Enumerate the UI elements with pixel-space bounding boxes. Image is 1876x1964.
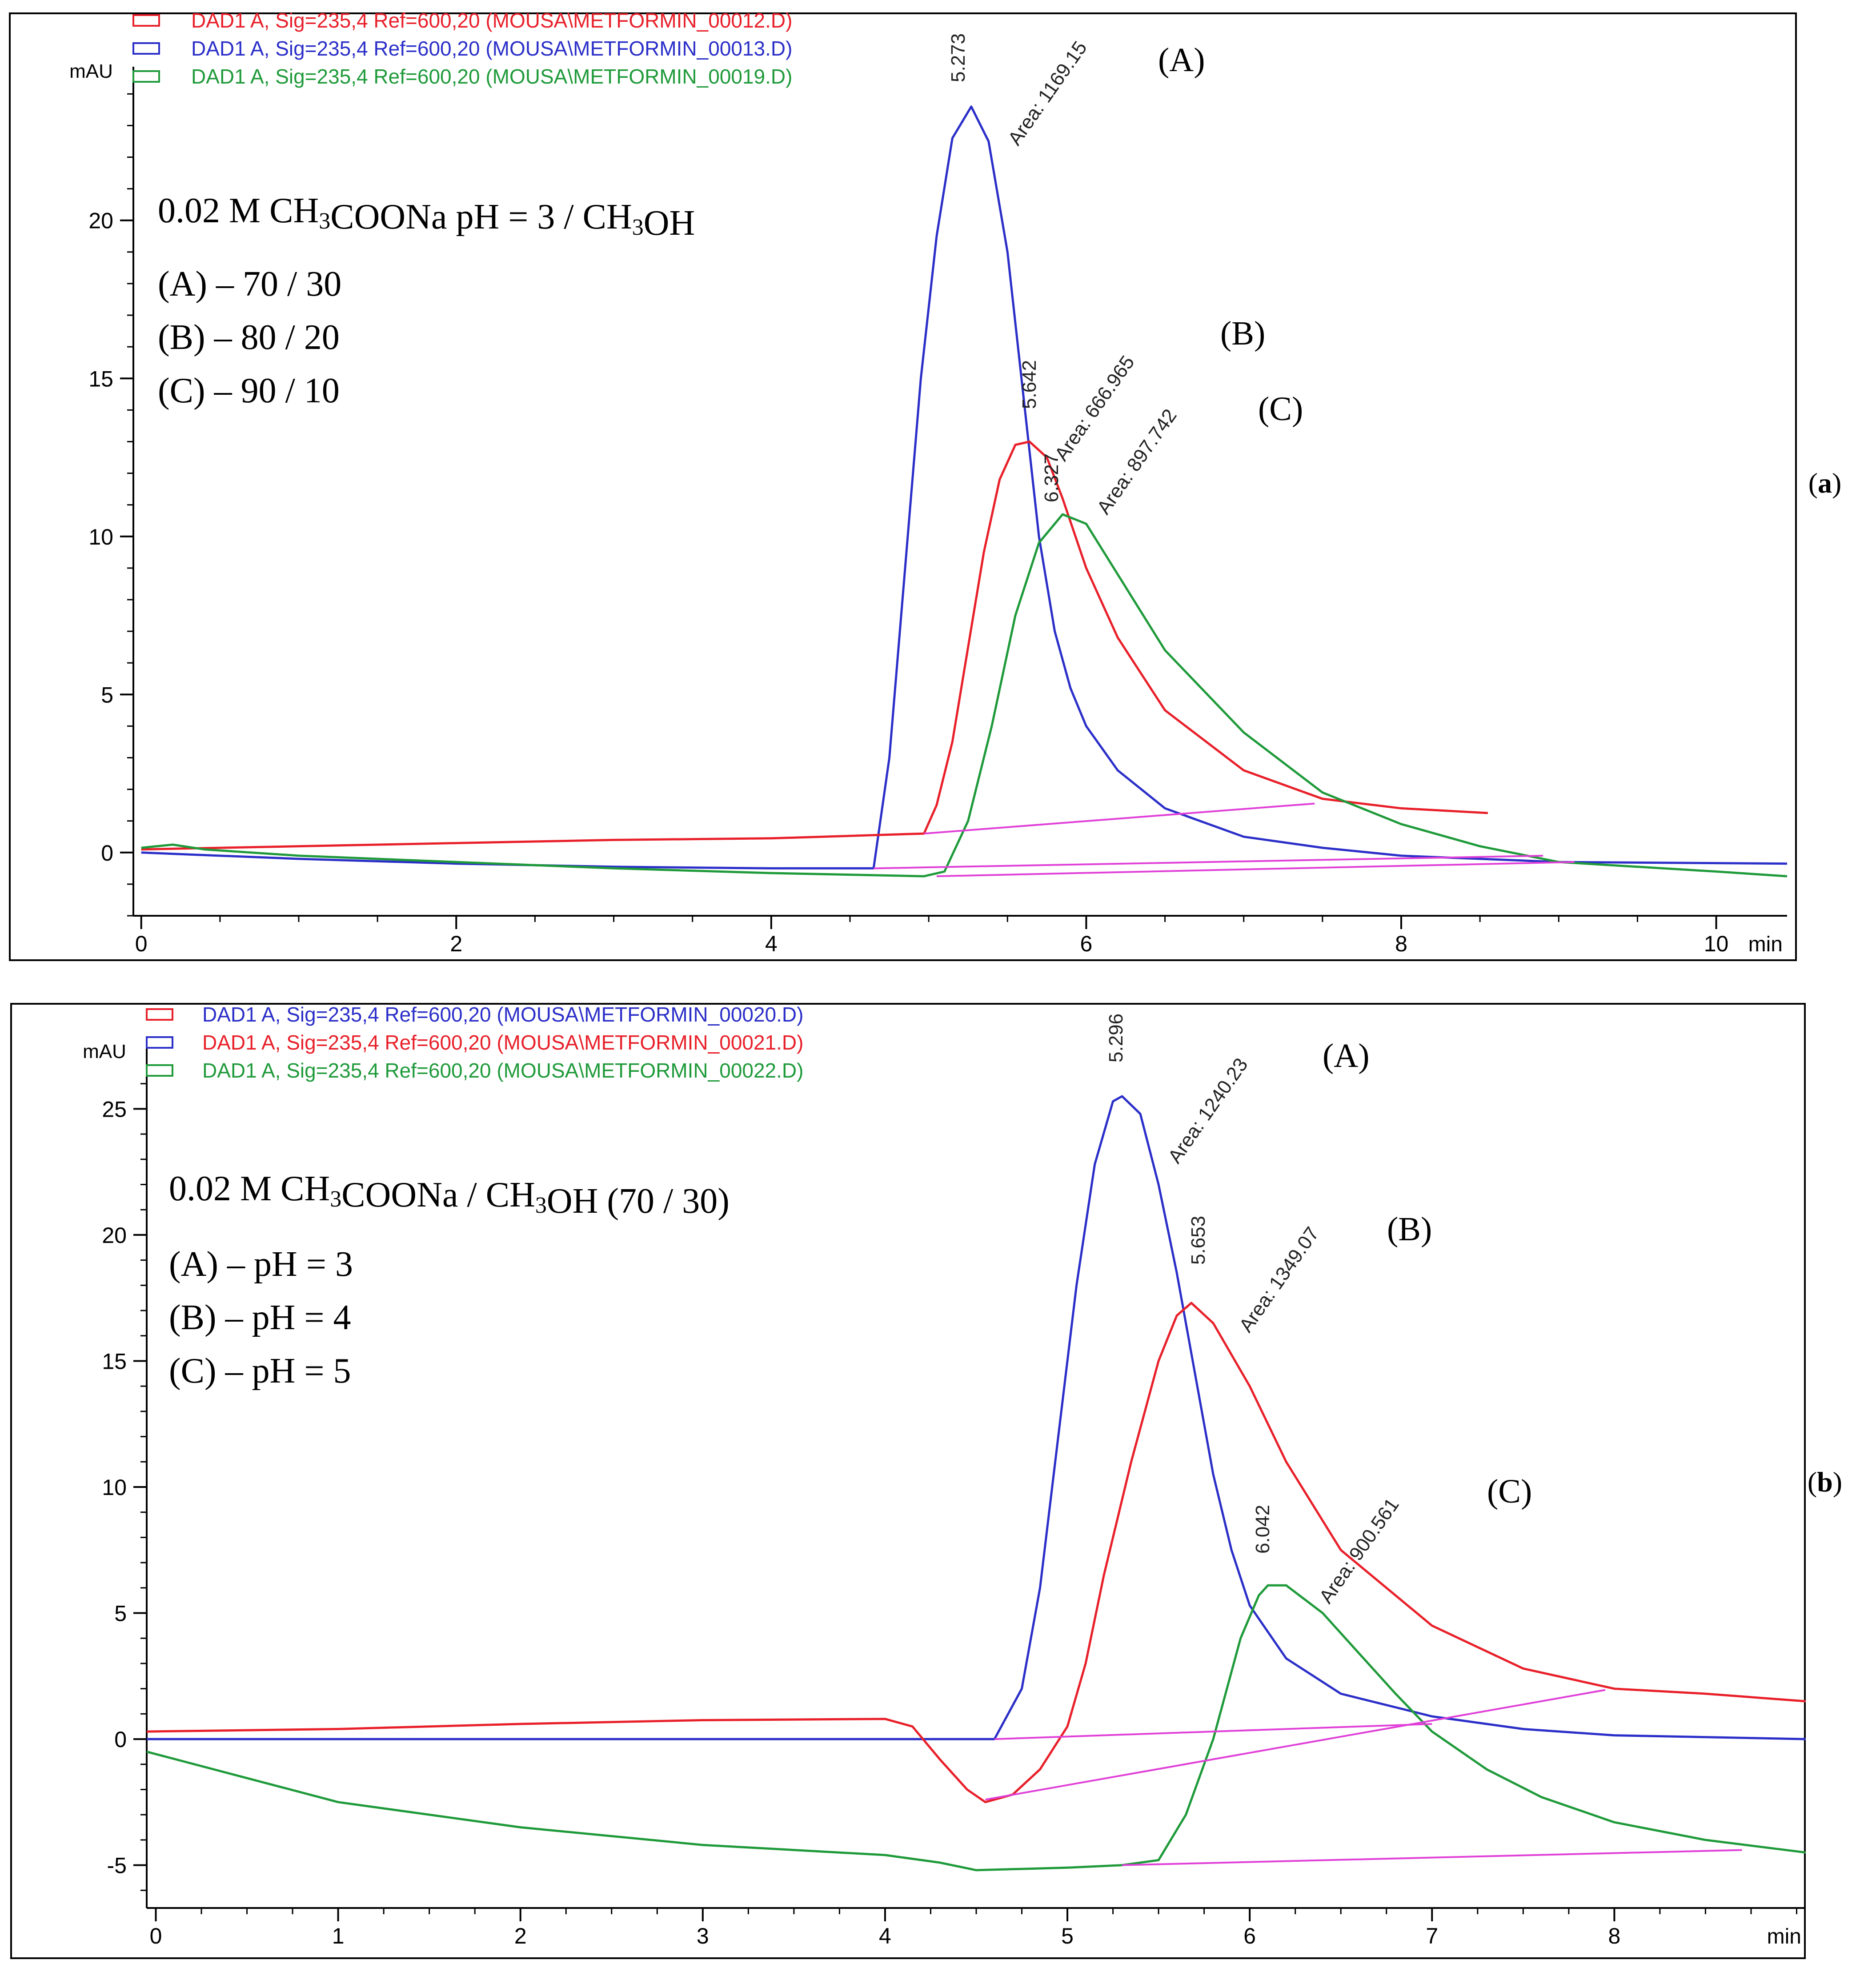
peak-area-label: Area: 1240.23	[1164, 1054, 1252, 1167]
legend-entry: DAD1 A, Sig=235,4 Ref=600,20 (MOUSA\METF…	[191, 9, 792, 32]
x-tick-label: 8	[1395, 931, 1407, 956]
conditions-title: 0.02 M CH3COONa pH = 3 / CH3OH	[158, 191, 695, 243]
panel-label-a: (a)	[1808, 467, 1842, 499]
peak-area-label: Area: 1169.15	[1004, 37, 1091, 149]
series-line-3	[146, 1584, 1806, 1872]
legend-swatch	[132, 14, 160, 27]
x-unit-label: min	[1767, 1925, 1801, 1948]
peak-retention-time: 6.042	[1252, 1505, 1274, 1554]
peak-letter: (A)	[1158, 41, 1205, 79]
x-tick-label: 6	[1243, 1924, 1256, 1948]
y-tick-label: 15	[88, 366, 113, 391]
y-tick-label: -5	[107, 1853, 127, 1878]
x-tick-label: 5	[1061, 1924, 1074, 1948]
y-unit-label: mAU	[69, 60, 113, 82]
y-unit-label: mAU	[83, 1041, 126, 1062]
x-tick-label: 1	[332, 1924, 345, 1948]
peak-retention-time: 5.296	[1105, 1014, 1127, 1062]
legend-entry: DAD1 A, Sig=235,4 Ref=600,20 (MOUSA\METF…	[202, 1059, 803, 1082]
legend-swatch	[132, 70, 160, 83]
legend-swatch	[132, 42, 160, 55]
x-unit-label: min	[1748, 933, 1783, 956]
y-tick-label: 10	[102, 1475, 127, 1500]
y-tick-label: 0	[101, 841, 113, 866]
y-tick-label: 0	[114, 1727, 127, 1752]
x-tick-label: 0	[150, 1924, 162, 1948]
series-line-2	[146, 1302, 1806, 1804]
integration-baseline	[1122, 1849, 1742, 1866]
peak-letter: (B)	[1220, 315, 1265, 352]
legend-swatch	[146, 1036, 173, 1049]
x-tick-label: 8	[1608, 1924, 1620, 1948]
condition-line: (A) – pH = 3	[169, 1245, 353, 1284]
legend-entry: DAD1 A, Sig=235,4 Ref=600,20 (MOUSA\METF…	[191, 37, 792, 60]
condition-line: (C) – 90 / 10	[158, 371, 340, 410]
peak-retention-time: 5.642	[1018, 360, 1040, 409]
panel-label-b: (b)	[1808, 1466, 1842, 1498]
peak-area-label: Area: 1349.07	[1235, 1223, 1323, 1336]
legend-swatch	[146, 1008, 173, 1021]
legend-swatch	[146, 1064, 173, 1077]
peak-letter: (A)	[1323, 1037, 1370, 1074]
chromatogram-panel-a: 0 2 4 6 8 10 0 5 10 15 20 mAU min DAD1 A, Sig=235,4 R…	[9, 9, 1797, 961]
legend-entry: DAD1 A, Sig=235,4 Ref=600,20 (MOUSA\METF…	[202, 1031, 803, 1054]
integration-baseline	[994, 1723, 1432, 1740]
series-line-3	[141, 513, 1788, 878]
panel-frame	[10, 1003, 1806, 1959]
condition-line: (C) – pH = 5	[169, 1351, 351, 1391]
conditions-title: 0.02 M CH3COONa / CH3OH (70 / 30)	[169, 1169, 730, 1221]
x-tick-label: 0	[135, 931, 148, 956]
peak-letter: (C)	[1258, 390, 1303, 428]
y-tick-label: 25	[102, 1097, 127, 1122]
y-tick-label: 10	[88, 525, 113, 549]
integration-baseline	[936, 861, 1575, 878]
integration-baseline	[924, 802, 1315, 835]
y-tick-label: 20	[88, 208, 113, 233]
peak-area-label: Area: 897.742	[1093, 405, 1181, 518]
x-tick-label: 7	[1426, 1924, 1438, 1948]
x-tick-label: 2	[450, 931, 462, 956]
series-line-1	[141, 105, 1788, 870]
peak-retention-time: 5.653	[1187, 1216, 1209, 1265]
y-tick-label: 15	[102, 1349, 127, 1374]
y-tick-label: 20	[102, 1223, 127, 1248]
integration-baseline	[985, 1689, 1606, 1801]
x-tick-label: 3	[697, 1924, 709, 1948]
legend-entry: DAD1 A, Sig=235,4 Ref=600,20 (MOUSA\METF…	[191, 65, 792, 88]
y-tick-label: 5	[101, 682, 113, 707]
y-tick-label: 5	[114, 1601, 127, 1626]
chromatogram-panel-b: 0 1 2 3 4 5 6 7 8 -5 0 5 10 15 20 25 mAU min DAD1 A, Sig=2…	[10, 1003, 1806, 1959]
series-line-2	[141, 441, 1488, 851]
peak-retention-time: 6.327	[1041, 453, 1062, 502]
condition-line: (B) – pH = 4	[169, 1298, 351, 1337]
integration-baseline	[874, 854, 1543, 870]
peak-area-label: Area: 666.965	[1050, 352, 1139, 465]
x-tick-label: 2	[514, 1924, 527, 1948]
panel-frame	[9, 12, 1797, 961]
x-tick-label: 4	[879, 1924, 891, 1948]
legend-entry: DAD1 A, Sig=235,4 Ref=600,20 (MOUSA\METF…	[202, 1003, 803, 1026]
condition-line: (A) – 70 / 30	[158, 265, 341, 304]
series-line-1	[147, 1095, 1806, 1740]
x-tick-label: 6	[1080, 931, 1093, 956]
condition-line: (B) – 80 / 20	[158, 318, 340, 357]
peak-retention-time: 5.273	[947, 33, 969, 82]
peak-letter: (C)	[1487, 1473, 1532, 1510]
peak-letter: (B)	[1387, 1210, 1432, 1248]
x-tick-label: 4	[765, 931, 778, 956]
x-tick-label: 10	[1704, 931, 1729, 956]
